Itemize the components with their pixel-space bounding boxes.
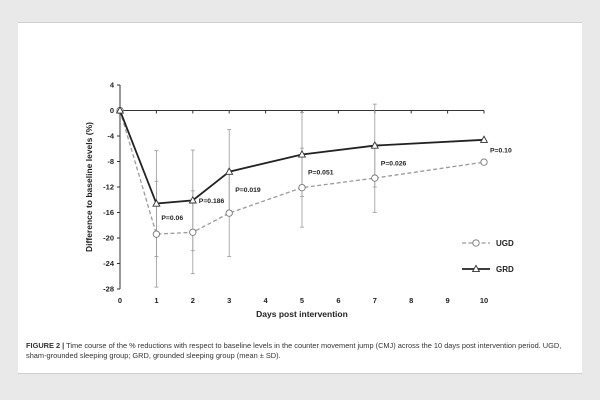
data-point-grd bbox=[479, 135, 489, 143]
p-value-label: P=0.026 bbox=[381, 160, 407, 167]
y-tick-label: -16 bbox=[103, 208, 114, 217]
y-tick-label: -20 bbox=[103, 234, 114, 243]
y-tick-label: 0 bbox=[110, 106, 114, 115]
y-tick-label: -8 bbox=[107, 157, 114, 166]
legend-label-ugd: UGD bbox=[496, 239, 514, 248]
x-axis-title: Days post intervention bbox=[256, 309, 348, 319]
data-point-grd bbox=[297, 149, 307, 158]
data-point-grd bbox=[225, 167, 234, 175]
y-axis-title: Difference to baseline levels (%) bbox=[84, 122, 94, 252]
x-tick-label: 3 bbox=[227, 296, 231, 305]
p-value-label: P=0.051 bbox=[308, 169, 334, 176]
x-tick-label: 0 bbox=[118, 296, 122, 305]
data-point-grd bbox=[370, 141, 379, 149]
x-tick-label: 4 bbox=[264, 296, 269, 305]
y-tick-label: 4 bbox=[110, 81, 115, 90]
p-value-label: P=0.186 bbox=[199, 198, 225, 205]
data-point-ugd bbox=[371, 174, 379, 182]
line-chart: 4 0 -4 -8 -12 -16 -20 -24 -28 0 1 2 3 4 5 6 7 8 9 10 Days po… bbox=[84, 81, 514, 320]
caption-label: FIGURE 2 | bbox=[26, 341, 65, 350]
x-tick-label: 2 bbox=[191, 296, 195, 305]
x-tick-label: 5 bbox=[300, 296, 304, 305]
data-point-grd bbox=[188, 195, 197, 204]
legend-marker-ugd bbox=[472, 239, 480, 247]
figure-panel: 4 0 -4 -8 -12 -16 -20 -24 -28 0 1 2 3 4 5 6 7 8 9 10 Days po… bbox=[18, 22, 582, 374]
x-tick-label: 1 bbox=[154, 296, 158, 305]
y-tick-label: -28 bbox=[103, 285, 114, 294]
figure-caption: FIGURE 2 | Time course of the % reductio… bbox=[26, 341, 574, 360]
legend-label-grd: GRD bbox=[496, 265, 514, 274]
legend-marker-grd bbox=[471, 264, 481, 273]
x-tick-label: 6 bbox=[336, 296, 340, 305]
x-tick-label: 9 bbox=[446, 296, 450, 305]
x-tick-label: 10 bbox=[480, 296, 488, 305]
data-point-grd bbox=[115, 105, 125, 114]
y-tick-label: -4 bbox=[107, 132, 114, 141]
x-tick-label: 7 bbox=[373, 296, 377, 305]
p-value-label: P=0.06 bbox=[161, 215, 183, 222]
data-point-ugd bbox=[152, 230, 161, 238]
p-value-label: P=0.019 bbox=[235, 187, 261, 194]
p-value-label: P=0.10 bbox=[490, 148, 512, 155]
data-point-ugd bbox=[298, 183, 306, 192]
x-tick-label: 8 bbox=[409, 296, 413, 305]
caption-text: Time course of the % reductions with res… bbox=[26, 341, 562, 360]
data-point-ugd bbox=[480, 158, 488, 166]
data-point-ugd bbox=[189, 228, 197, 236]
data-point-grd bbox=[152, 199, 161, 207]
y-tick-label: -24 bbox=[103, 259, 115, 268]
data-point-ugd bbox=[225, 209, 233, 217]
y-tick-label: -12 bbox=[103, 183, 114, 192]
